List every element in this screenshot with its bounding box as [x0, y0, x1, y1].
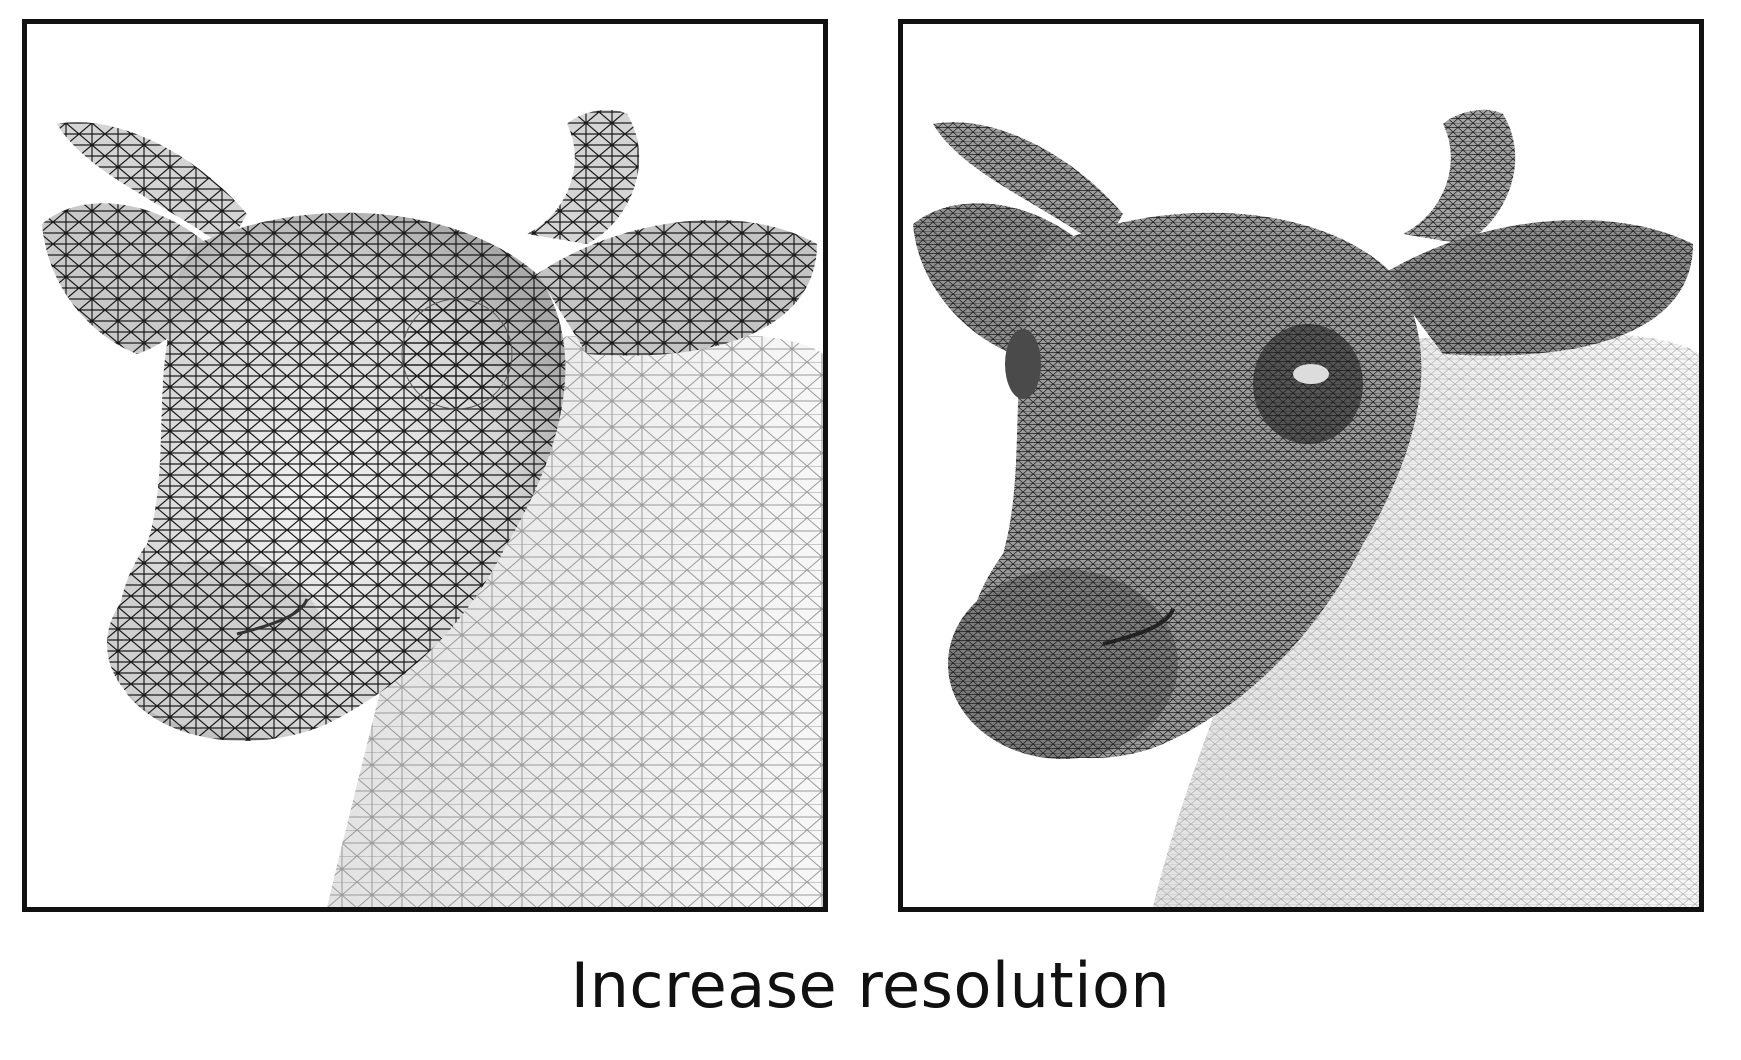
caption: Increase resolution	[570, 949, 1171, 1022]
cow-mesh-fine-icon	[913, 109, 1699, 907]
coarse-mesh-panel	[22, 19, 828, 912]
fine-mesh-panel	[898, 19, 1704, 912]
cow-mesh-coarse-icon	[42, 109, 823, 907]
